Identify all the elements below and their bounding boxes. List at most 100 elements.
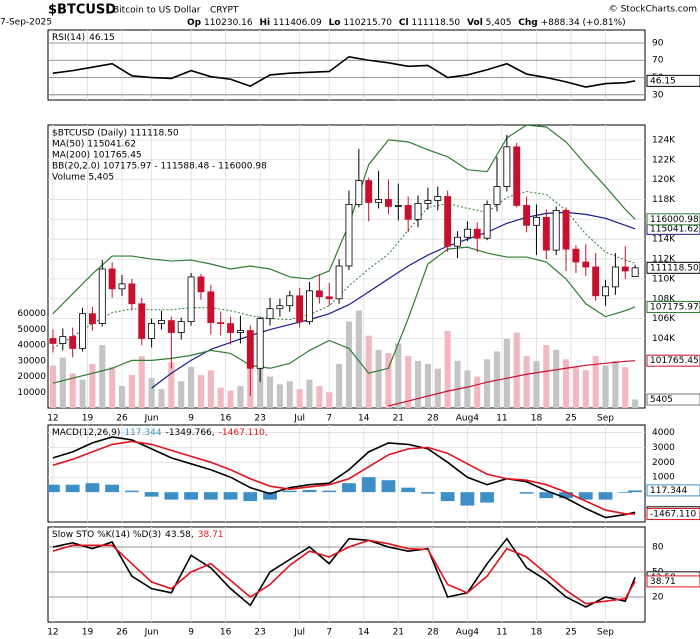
value-badge bbox=[646, 393, 700, 406]
y-tick-label: 118K bbox=[652, 195, 676, 205]
legend: Slow STO %K(14) %D(3) 43.58, 38.71 bbox=[52, 530, 224, 540]
histogram-bar bbox=[282, 490, 297, 493]
candle-body bbox=[355, 180, 363, 205]
volume-bar bbox=[533, 360, 540, 408]
volume-bar bbox=[464, 370, 471, 408]
candle-body bbox=[454, 236, 461, 247]
x-tick-label: Jul bbox=[293, 628, 305, 638]
volume-bar bbox=[622, 367, 629, 408]
candle-body bbox=[444, 196, 452, 247]
histogram-bar bbox=[421, 492, 435, 494]
y-tick-label: 108K bbox=[652, 294, 676, 304]
y-tick-label: 112K bbox=[652, 255, 676, 265]
volume-bar bbox=[365, 335, 372, 408]
candle-body bbox=[158, 320, 165, 324]
y-tick-label: 120K bbox=[652, 175, 676, 185]
x-tick-label: 14 bbox=[358, 414, 370, 424]
candle-body bbox=[404, 205, 412, 220]
candle-body bbox=[227, 323, 235, 333]
candle-body bbox=[276, 305, 284, 310]
value-badge bbox=[646, 484, 700, 497]
legend-entry: $BTCUSD (Daily) 111118.50 bbox=[52, 129, 179, 139]
volume-bar bbox=[69, 373, 76, 408]
field-label: Lo bbox=[329, 18, 341, 28]
histogram-bar bbox=[203, 492, 218, 500]
volume-bar bbox=[523, 356, 530, 408]
histogram-bar bbox=[164, 492, 179, 500]
histogram-bar bbox=[628, 490, 643, 493]
candle-body bbox=[315, 290, 323, 298]
candle-body bbox=[128, 283, 136, 305]
x-tick-label: Jun bbox=[144, 414, 159, 424]
candle-body bbox=[552, 209, 560, 251]
volume-bar bbox=[513, 332, 520, 408]
histogram-bar bbox=[618, 492, 633, 493]
volume-bar bbox=[227, 390, 234, 408]
candle-body bbox=[296, 295, 304, 323]
volume-bar bbox=[434, 368, 441, 408]
legend: RSI(14) 46.15 bbox=[52, 33, 115, 43]
volume-bar bbox=[59, 357, 66, 408]
candle-body bbox=[79, 313, 86, 349]
x-tick-label: Sep bbox=[597, 628, 614, 638]
candle-body bbox=[375, 199, 383, 203]
x-tick-label: 16 bbox=[220, 414, 232, 424]
legend-entry: MA(50) 115041.62 bbox=[52, 140, 136, 150]
x-tick-label: 23 bbox=[254, 628, 265, 638]
volume-tick-label: 30000 bbox=[17, 356, 46, 366]
volume-tick-label: 50000 bbox=[17, 325, 46, 335]
x-tick-label: 14 bbox=[358, 628, 370, 638]
panel-plot bbox=[48, 425, 645, 522]
value-badge bbox=[646, 508, 700, 521]
candle-body bbox=[108, 268, 116, 290]
y-tick-label: 122K bbox=[652, 155, 676, 165]
volume-tick-label: 40000 bbox=[17, 341, 46, 351]
candle-body bbox=[177, 321, 185, 333]
date: 7-Sep-2025 bbox=[0, 18, 52, 28]
x-tick-label: Jul bbox=[293, 414, 305, 424]
legend-value: 117.344 bbox=[124, 428, 161, 438]
volume-bar bbox=[118, 385, 126, 408]
candle-body bbox=[602, 286, 609, 297]
volume-bar bbox=[79, 379, 86, 408]
candle-body bbox=[266, 308, 274, 320]
y-tick-label: 70 bbox=[652, 56, 664, 66]
candle-body bbox=[572, 248, 580, 263]
volume-bar bbox=[168, 362, 175, 408]
value-badge-label: 117.344 bbox=[650, 486, 687, 496]
histogram-bar bbox=[519, 492, 534, 494]
candle-body bbox=[207, 291, 215, 324]
candle-body bbox=[325, 296, 333, 300]
histogram-bar bbox=[539, 492, 554, 499]
x-tick-label: Sep bbox=[597, 414, 614, 424]
volume-bar bbox=[306, 379, 313, 408]
volume-bar bbox=[296, 389, 303, 408]
legend-title: MACD(12,26,9) bbox=[52, 428, 120, 438]
candle-body bbox=[148, 323, 156, 339]
volume-bar bbox=[148, 378, 155, 408]
x-tick-label: 28 bbox=[427, 628, 439, 638]
x-tick-label: Aug4 bbox=[456, 414, 480, 424]
x-tick-label: 11 bbox=[496, 414, 507, 424]
x-tick-label: 11 bbox=[496, 628, 507, 638]
volume-bar bbox=[395, 343, 402, 408]
field-label: Vol bbox=[467, 18, 483, 28]
panel-frame bbox=[47, 29, 646, 101]
x-tick-label: Jun bbox=[144, 628, 159, 638]
value-badge bbox=[646, 261, 700, 274]
legend-entry: BB(20,2.0) 107175.97 - 111588.48 - 11600… bbox=[52, 162, 267, 172]
volume-bar bbox=[178, 381, 185, 408]
volume-bar bbox=[128, 374, 135, 408]
field-label: Cl bbox=[399, 18, 409, 28]
value-badge-label: 111118.50 bbox=[650, 263, 699, 273]
candle-body bbox=[513, 146, 521, 206]
x-tick-label: 16 bbox=[220, 628, 232, 638]
legend-entry: Volume 5,405 bbox=[52, 173, 114, 183]
volume-tick-label: 60000 bbox=[17, 309, 46, 319]
value-badge-label: 115041.62 bbox=[650, 224, 699, 234]
candle-body bbox=[197, 276, 205, 293]
line-series bbox=[52, 55, 636, 88]
value-badge-label: -1467.110 bbox=[650, 510, 696, 520]
y-tick-label: 20 bbox=[652, 593, 664, 603]
y-tick-label: 30 bbox=[652, 90, 664, 100]
